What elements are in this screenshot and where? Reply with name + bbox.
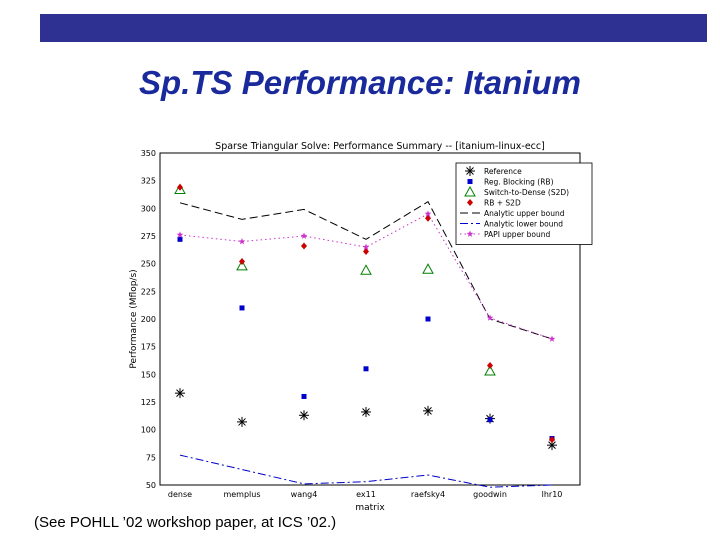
legend-label-analytic-lower-bound: Analytic lower bound	[484, 220, 563, 229]
data-point-reg-blocking-rb	[239, 305, 245, 311]
data-point-reference	[361, 406, 371, 417]
data-point-reference	[237, 416, 247, 427]
y-tick-label: 200	[141, 315, 156, 324]
data-point-rb-s2d	[239, 257, 245, 265]
data-point-papi-upper-bound	[486, 314, 494, 321]
data-point-papi-upper-bound	[238, 238, 246, 245]
slide-title: Sp.TS Performance: Itanium	[139, 64, 581, 101]
y-tick-label: 175	[141, 343, 156, 352]
legend-label-papi-upper-bound: PAPI upper bound	[484, 230, 551, 239]
data-point-switch-to-dense-s2d	[360, 264, 372, 275]
data-point-rb-s2d	[177, 183, 183, 191]
y-tick-label: 350	[141, 149, 156, 158]
footnote: (See POHLL ’02 workshop paper, at ICS ’0…	[34, 514, 337, 531]
data-point-reg-blocking-rb	[177, 236, 183, 242]
data-point-papi-upper-bound	[362, 243, 370, 250]
data-point-reg-blocking-rb	[487, 417, 493, 423]
data-point-papi-upper-bound	[300, 232, 308, 239]
title-accent-bar	[40, 14, 707, 42]
legend-label-reg-blocking-rb: Reg. Blocking (RB)	[484, 178, 554, 187]
data-point-reference	[423, 405, 433, 416]
y-tick-label: 300	[141, 204, 156, 213]
y-tick-label: 325	[141, 177, 156, 186]
y-tick-label: 150	[141, 370, 156, 379]
data-point-rb-s2d	[487, 361, 493, 369]
y-tick-label: 275	[141, 232, 156, 241]
data-point-rb-s2d	[363, 247, 369, 255]
data-point-papi-upper-bound	[548, 335, 556, 342]
y-axis-label: Performance (Mflop/s)	[129, 269, 139, 368]
chart-title: Sparse Triangular Solve: Performance Sum…	[215, 141, 545, 152]
y-tick-label: 50	[146, 481, 156, 490]
data-point-papi-upper-bound	[424, 210, 432, 217]
legend-marker-reference	[465, 166, 475, 176]
x-tick-label: lhr10	[542, 490, 563, 499]
data-point-reg-blocking-rb	[363, 366, 369, 372]
data-point-switch-to-dense-s2d	[422, 263, 434, 274]
y-tick-label: 125	[141, 398, 156, 407]
data-point-rb-s2d	[301, 242, 307, 250]
plot-frame	[159, 152, 581, 486]
data-point-switch-to-dense-s2d	[236, 259, 248, 271]
y-tick-label: 250	[141, 260, 156, 269]
legend-label-analytic-upper-bound: Analytic upper bound	[484, 209, 565, 218]
data-point-reg-blocking-rb	[425, 316, 431, 322]
y-tick-label: 75	[146, 453, 156, 462]
y-tick-label: 225	[141, 287, 156, 296]
legend-marker-rb-s2d	[467, 199, 473, 206]
data-point-switch-to-dense-s2d	[484, 364, 496, 376]
legend-marker-reg-blocking-rb	[467, 179, 473, 184]
data-point-rb-s2d	[425, 214, 431, 222]
x-tick-label: ex11	[356, 490, 376, 499]
legend-box	[455, 162, 593, 245]
legend-label-switch-to-dense-s2d: Switch-to-Dense (S2D)	[484, 188, 569, 197]
data-point-reg-blocking-rb	[301, 393, 307, 399]
x-tick-label: memplus	[223, 490, 260, 499]
x-axis-label: matrix	[355, 503, 385, 513]
legend-label-rb-s2d: RB + S2D	[484, 199, 521, 208]
legend-marker-papi-upper-bound	[466, 230, 474, 237]
y-tick-label: 100	[141, 426, 156, 435]
x-tick-label: dense	[168, 490, 192, 499]
x-tick-label: raefsky4	[411, 490, 445, 499]
legend-label-reference: Reference	[484, 167, 522, 176]
x-tick-label: wang4	[291, 490, 318, 499]
legend-marker-switch-to-dense-s2d	[464, 185, 476, 197]
data-point-rb-s2d	[549, 436, 555, 444]
data-point-reference	[175, 388, 185, 399]
x-tick-label: goodwin	[473, 490, 507, 499]
data-point-papi-upper-bound	[176, 231, 184, 238]
data-point-reference	[299, 410, 309, 421]
data-point-switch-to-dense-s2d	[174, 183, 186, 195]
